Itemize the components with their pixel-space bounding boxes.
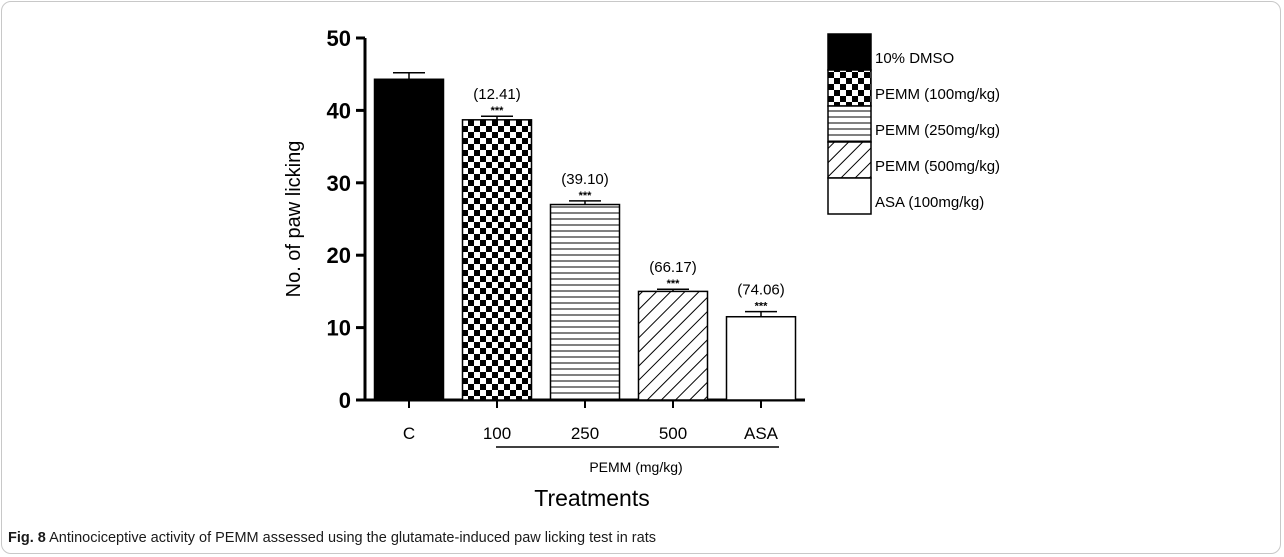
legend-swatch xyxy=(827,141,872,179)
x-tick-label: 250 xyxy=(571,424,599,443)
y-ticks: 0 10 20 30 40 50 xyxy=(327,26,365,413)
y-tick-label: 0 xyxy=(339,388,351,413)
x-ticks: C 100 250 500 ASA xyxy=(403,400,779,443)
caption-text: Antinociceptive activity of PEMM assesse… xyxy=(45,530,656,546)
bar xyxy=(549,203,621,401)
y-tick-label: 20 xyxy=(327,243,351,268)
legend-label: ASA (100mg/kg) xyxy=(875,194,984,211)
percent-inhibition-label: (74.06) xyxy=(737,282,785,299)
legend-swatch xyxy=(827,177,872,215)
legend: 10% DMSO PEMM (100mg/kg) PEMM (250mg/kg) PE… xyxy=(827,33,1000,215)
figure-caption: Fig. 8 Antinociceptive activity of PEMM … xyxy=(8,530,656,546)
x-tick-label: C xyxy=(403,424,415,443)
bar xyxy=(725,315,797,401)
group-label: PEMM (mg/kg) xyxy=(589,459,682,475)
bar xyxy=(373,78,445,401)
y-tick-label: 10 xyxy=(327,316,351,341)
caption-label: Fig. 8 xyxy=(8,530,46,546)
bar-chart: 0 10 20 30 40 50 *** (12.41) *** (39.10) *** (66.1… xyxy=(283,26,1000,511)
legend-label: PEMM (250mg/kg) xyxy=(875,122,1000,139)
bars xyxy=(373,72,797,401)
y-tick-label: 40 xyxy=(327,98,351,123)
legend-swatch xyxy=(827,69,872,107)
y-axis-title: No. of paw licking xyxy=(283,141,305,298)
bar xyxy=(461,119,533,401)
significance-marker: *** xyxy=(667,278,681,290)
x-tick-label: 500 xyxy=(659,424,687,443)
percent-inhibition-label: (39.10) xyxy=(561,171,609,188)
significance-marker: *** xyxy=(755,301,769,313)
bar-annotations: *** (12.41) *** (39.10) *** (66.17) *** (74.06) xyxy=(473,86,785,312)
significance-marker: *** xyxy=(491,105,505,117)
percent-inhibition-label: (66.17) xyxy=(649,259,697,276)
x-tick-label: ASA xyxy=(744,424,779,443)
legend-label: PEMM (500mg/kg) xyxy=(875,158,1000,175)
legend-swatch xyxy=(827,105,872,143)
y-tick-label: 30 xyxy=(327,171,351,196)
y-tick-label: 50 xyxy=(327,26,351,51)
legend-label: 10% DMSO xyxy=(875,50,954,67)
significance-marker: *** xyxy=(579,190,593,202)
legend-label: PEMM (100mg/kg) xyxy=(875,86,1000,103)
legend-swatch xyxy=(827,33,872,71)
x-tick-label: 100 xyxy=(483,424,511,443)
percent-inhibition-label: (12.41) xyxy=(473,86,521,103)
bar xyxy=(637,290,709,401)
x-axis-title: Treatments xyxy=(534,485,649,511)
